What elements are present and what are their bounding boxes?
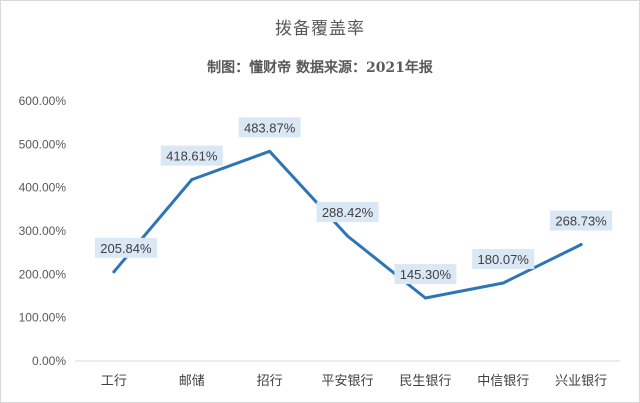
data-point <box>190 178 194 182</box>
data-label-bg <box>94 237 157 258</box>
data-label: 205.84% <box>100 241 152 256</box>
y-tick-label: 300.00% <box>19 224 67 238</box>
data-point <box>112 270 116 274</box>
data-point <box>268 149 272 153</box>
x-tick-label: 平安银行 <box>321 374 373 389</box>
x-tick-label: 兴业银行 <box>555 374 607 389</box>
data-label-bg <box>550 210 613 231</box>
data-label-bg <box>160 145 223 166</box>
x-tick-label: 民生银行 <box>399 374 451 389</box>
data-label-bg <box>394 264 457 285</box>
y-tick-label: 500.00% <box>19 137 67 151</box>
chart-subtitle: 制图：懂财帝 数据来源：2021年报 <box>207 60 433 76</box>
y-tick-label: 400.00% <box>19 181 67 195</box>
data-label: 483.87% <box>244 120 296 135</box>
y-tick-label: 0.00% <box>32 354 66 368</box>
y-tick-label: 600.00% <box>19 94 67 108</box>
data-point <box>501 281 505 285</box>
data-point <box>346 234 349 238</box>
data-label: 268.73% <box>555 214 607 229</box>
series-line <box>112 149 583 300</box>
data-label: 145.30% <box>400 267 452 282</box>
data-label: 418.61% <box>166 149 218 164</box>
x-tick-label: 邮储 <box>179 374 205 389</box>
data-label-bg <box>316 202 379 223</box>
y-tick-label: 100.00% <box>19 311 67 325</box>
data-label: 180.07% <box>478 252 530 267</box>
data-label-bg <box>238 117 301 138</box>
data-label-bg <box>472 248 535 269</box>
x-tick-label: 工行 <box>101 374 127 389</box>
x-tick-label: 招行 <box>257 374 283 389</box>
data-point <box>423 296 427 300</box>
data-point <box>579 243 583 247</box>
data-label: 288.42% <box>322 205 374 220</box>
chart-title: 拨备覆盖率 <box>275 19 365 39</box>
y-tick-label: 200.00% <box>19 267 67 281</box>
x-tick-label: 中信银行 <box>477 374 529 389</box>
